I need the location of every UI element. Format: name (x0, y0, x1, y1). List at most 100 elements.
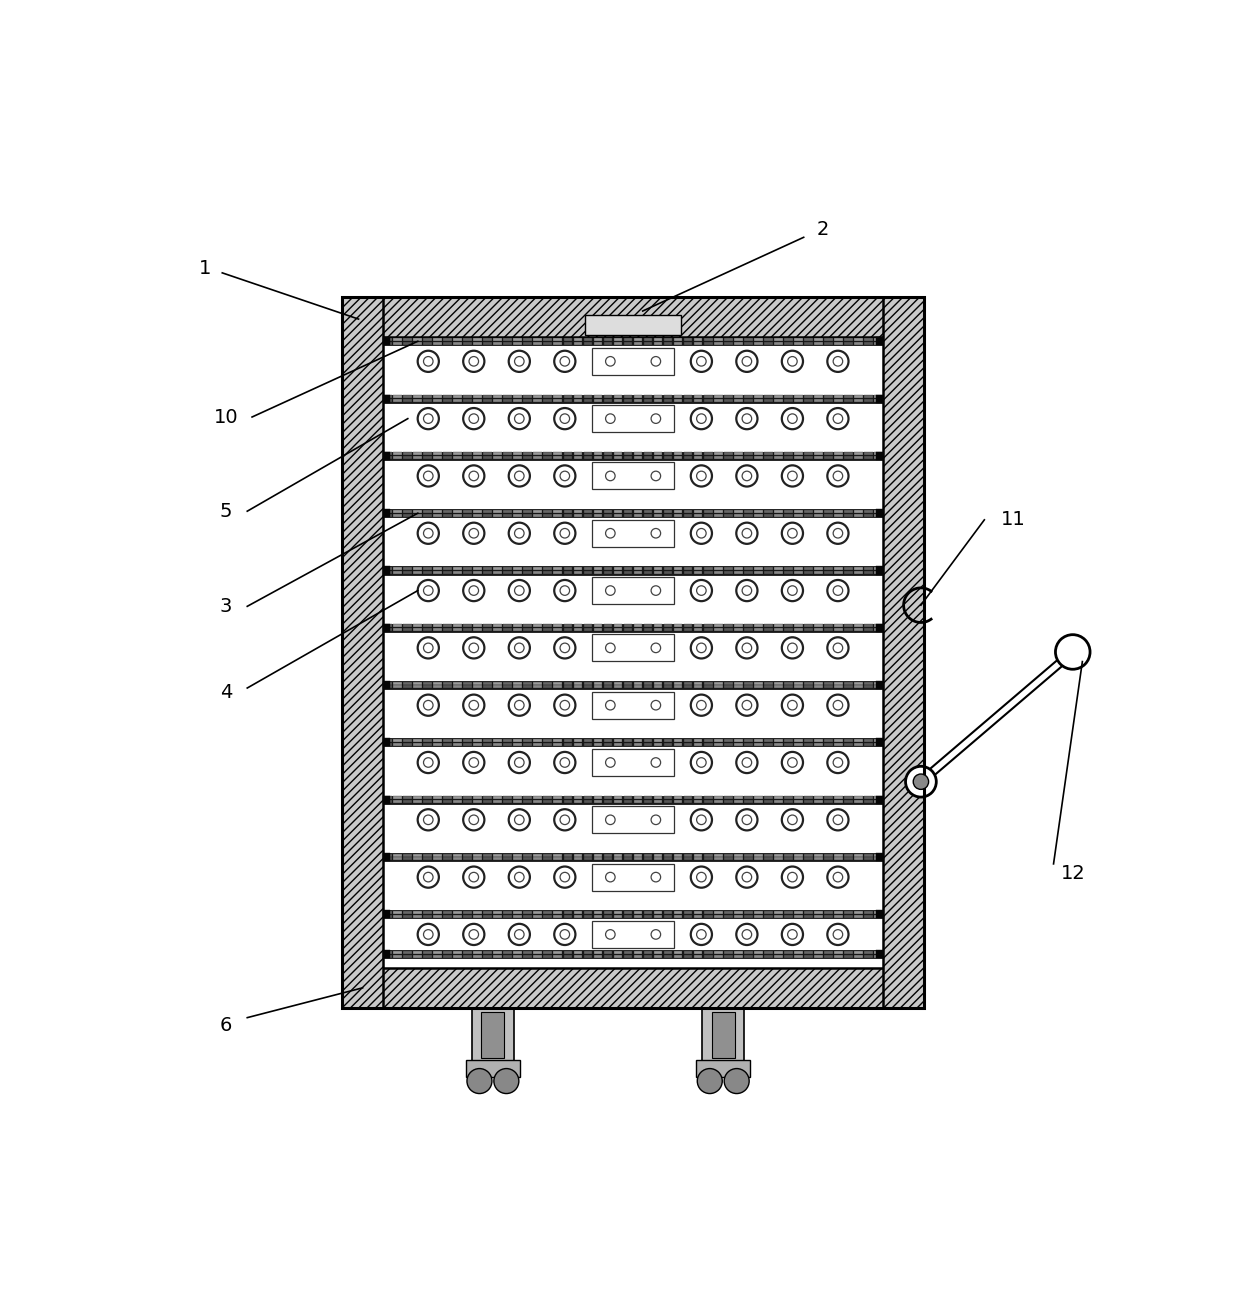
Bar (683, 513, 692, 517)
Bar (403, 452, 412, 456)
Bar (584, 624, 593, 628)
Bar (784, 858, 792, 860)
Bar (614, 858, 622, 860)
Circle shape (508, 408, 529, 429)
Bar (764, 796, 773, 800)
Bar (774, 395, 782, 398)
Text: 1: 1 (198, 258, 211, 278)
Bar (673, 858, 682, 860)
Bar (644, 571, 652, 574)
Bar (383, 681, 883, 689)
Bar (875, 796, 883, 804)
Bar (764, 510, 773, 513)
Bar (433, 628, 443, 632)
Bar (383, 681, 391, 689)
Bar (523, 513, 532, 517)
Bar (503, 513, 512, 517)
Bar (523, 951, 532, 953)
Bar (813, 452, 822, 456)
Bar (494, 399, 502, 402)
Bar (754, 395, 763, 398)
Bar (553, 628, 562, 632)
Bar (683, 682, 692, 685)
Bar (864, 951, 873, 953)
Circle shape (737, 637, 758, 659)
Bar (433, 571, 443, 574)
Circle shape (605, 643, 615, 652)
Bar (754, 915, 763, 917)
Bar (543, 510, 552, 513)
Bar (754, 624, 763, 628)
Bar (383, 743, 392, 745)
Bar (714, 452, 723, 456)
Bar (854, 854, 863, 857)
Bar (523, 915, 532, 917)
Bar (523, 743, 532, 745)
Bar (734, 682, 743, 685)
Circle shape (605, 528, 615, 537)
Bar (714, 624, 723, 628)
Bar (804, 628, 812, 632)
Bar (673, 399, 682, 402)
Bar (823, 337, 833, 341)
Circle shape (697, 585, 706, 596)
Bar (794, 399, 802, 402)
Bar (673, 628, 682, 632)
Circle shape (464, 408, 485, 429)
Bar (774, 796, 782, 800)
Bar (774, 628, 782, 632)
Bar (663, 571, 672, 574)
Circle shape (418, 867, 439, 888)
Bar (744, 399, 753, 402)
Circle shape (737, 350, 758, 372)
Bar (774, 686, 782, 689)
Bar (533, 456, 542, 459)
Bar (624, 624, 632, 628)
Bar (724, 628, 733, 632)
Bar (383, 854, 392, 857)
Bar (784, 796, 792, 800)
Bar (474, 337, 482, 341)
Bar (854, 567, 863, 570)
Bar (644, 399, 652, 402)
Bar (663, 800, 672, 804)
Bar (693, 682, 703, 685)
Circle shape (515, 643, 525, 652)
Bar (513, 686, 522, 689)
Bar (494, 341, 502, 345)
Bar (503, 456, 512, 459)
Bar (543, 456, 552, 459)
Bar (764, 513, 773, 517)
Bar (553, 571, 562, 574)
Bar (673, 513, 682, 517)
Bar (383, 452, 392, 456)
Bar (454, 739, 463, 742)
Bar (823, 341, 833, 345)
Bar (484, 513, 492, 517)
Bar (543, 915, 552, 917)
Bar (413, 686, 422, 689)
Bar (833, 796, 843, 800)
Bar (714, 911, 723, 913)
Bar (513, 341, 522, 345)
Circle shape (600, 809, 621, 831)
Bar (604, 399, 613, 402)
Circle shape (787, 472, 797, 481)
Bar (874, 510, 883, 513)
Circle shape (651, 585, 661, 596)
Circle shape (691, 809, 712, 831)
Bar (433, 800, 443, 804)
Bar (574, 800, 583, 804)
Circle shape (827, 637, 848, 659)
Circle shape (418, 465, 439, 487)
Circle shape (560, 700, 569, 709)
Bar (574, 337, 583, 341)
Bar (584, 513, 593, 517)
Bar (764, 682, 773, 685)
Bar (393, 858, 402, 860)
Bar (383, 395, 392, 398)
Bar (503, 337, 512, 341)
Circle shape (781, 465, 804, 487)
Circle shape (724, 1068, 749, 1093)
Bar (523, 337, 532, 341)
